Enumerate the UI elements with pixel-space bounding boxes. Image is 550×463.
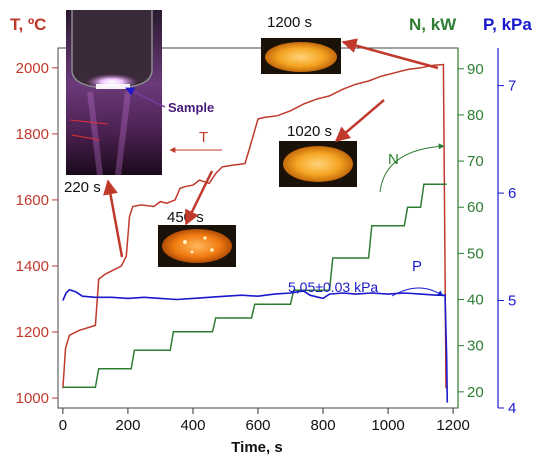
x-axis: 0 200 400 600 800 1000 1200 bbox=[59, 408, 470, 434]
sample-arrow bbox=[125, 87, 166, 108]
x-tick-label: 1000 bbox=[371, 417, 404, 434]
n-tick-label: 90 bbox=[467, 61, 484, 78]
n-tick-label: 20 bbox=[467, 384, 484, 401]
series-n-line bbox=[62, 183, 447, 388]
arrow-1020s bbox=[334, 99, 385, 142]
n-annotation-label: N bbox=[388, 151, 399, 168]
x-tick-label: 200 bbox=[115, 417, 140, 434]
n-tick-label: 70 bbox=[467, 153, 484, 170]
arrow-1200s bbox=[341, 38, 439, 70]
sample-label: Sample bbox=[168, 100, 214, 115]
n-axis: 20 30 40 50 60 70 80 90 bbox=[457, 48, 484, 408]
n-tick-label: 50 bbox=[467, 245, 484, 262]
x-tick-label: 600 bbox=[245, 417, 270, 434]
p-annotation-label: P bbox=[412, 258, 422, 275]
photo-1200s bbox=[261, 38, 341, 74]
t-axis: 1000 1200 1400 1600 1800 2000 bbox=[16, 60, 58, 407]
x-axis-title: Time, s bbox=[231, 439, 282, 456]
label-220s: 220 s bbox=[64, 179, 101, 196]
p-tick-label: 7 bbox=[508, 78, 516, 95]
series-p-line bbox=[62, 288, 449, 403]
n-tick-label: 40 bbox=[467, 292, 484, 309]
p-axis: 4 5 6 7 bbox=[497, 48, 516, 417]
x-tick-label: 800 bbox=[311, 417, 336, 434]
p-annotation-arrow bbox=[391, 287, 444, 297]
label-1200s: 1200 s bbox=[267, 14, 312, 31]
t-tick-label: 1200 bbox=[16, 324, 49, 341]
t-tick-label: 1600 bbox=[16, 192, 49, 209]
p-tick-label: 6 bbox=[508, 185, 516, 202]
p-tick-label: 5 bbox=[508, 293, 516, 310]
n-tick-label: 60 bbox=[467, 199, 484, 216]
photo-1020s bbox=[279, 141, 357, 187]
n-tick-label: 80 bbox=[467, 107, 484, 124]
photo-450s bbox=[158, 225, 236, 267]
x-tick-label: 1200 bbox=[436, 417, 469, 434]
series-t-line bbox=[62, 63, 447, 389]
x-tick-label: 0 bbox=[59, 417, 67, 434]
t-axis-title: T, ºC bbox=[10, 15, 46, 34]
t-tick-label: 1800 bbox=[16, 126, 49, 143]
arrow-220s bbox=[103, 179, 124, 258]
label-1020s: 1020 s bbox=[287, 123, 332, 140]
plasma-photo bbox=[66, 10, 162, 176]
t-tick-label: 2000 bbox=[16, 60, 49, 77]
t-annotation-label: T bbox=[199, 129, 208, 146]
arrow-450s bbox=[184, 170, 214, 226]
n-annotation-arrow bbox=[379, 143, 445, 193]
pressure-value-annotation: 5,05±0.03 kPa bbox=[288, 279, 378, 295]
t-tick-label: 1400 bbox=[16, 258, 49, 275]
series-layer bbox=[62, 63, 449, 403]
n-axis-title: N, kW bbox=[409, 15, 457, 34]
p-tick-label: 4 bbox=[508, 400, 516, 417]
p-axis-title: P, kPa bbox=[483, 15, 532, 34]
t-tick-label: 1000 bbox=[16, 390, 49, 407]
x-tick-label: 400 bbox=[180, 417, 205, 434]
n-tick-label: 30 bbox=[467, 338, 484, 355]
